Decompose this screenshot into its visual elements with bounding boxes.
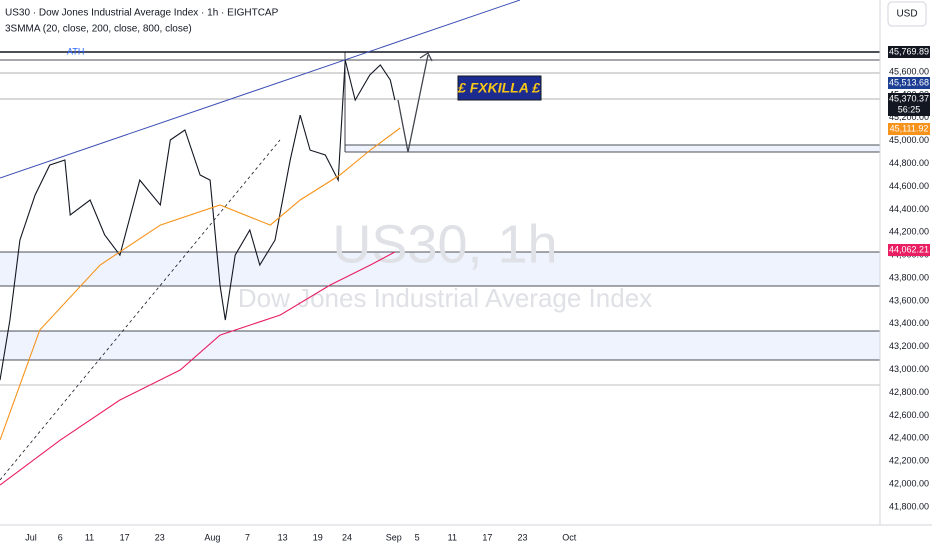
y-tick-label: 42,200.00 [889, 456, 929, 466]
x-tick-label: 23 [155, 532, 165, 542]
x-tick-label: 7 [245, 532, 250, 542]
price-tag [888, 123, 930, 135]
indicator-legend: 3SMMA (20, close, 200, close, 800, close… [5, 24, 192, 35]
y-tick-label: 45,200.00 [889, 112, 929, 122]
x-tick-label: 23 [517, 532, 527, 542]
price-tag-label: 45,513.68 [889, 77, 929, 87]
label-box [457, 75, 542, 101]
x-tick-label: Sep [386, 532, 402, 542]
annotation: ATH [67, 46, 84, 56]
zone [0, 252, 880, 286]
price-tag [888, 46, 930, 58]
y-tick-label: 42,600.00 [889, 410, 929, 420]
price-tag [888, 244, 930, 256]
x-tick-label: 24 [342, 532, 352, 542]
x-tick-label: 17 [482, 532, 492, 542]
watermark-subtitle: Dow Jones Industrial Average Index [238, 283, 652, 313]
x-tick-label: 17 [120, 532, 130, 542]
price-tag-label: 45,769.89 [889, 46, 929, 56]
x-tick-label: 19 [313, 532, 323, 542]
y-tick-label: 44,800.00 [889, 158, 929, 168]
annotation: £ FXKILLA £ [457, 80, 541, 96]
y-tick-label: 43,600.00 [889, 295, 929, 305]
currency: USD [896, 9, 917, 20]
chart-title: US30 · Dow Jones Industrial Average Inde… [5, 8, 279, 19]
projection [397, 54, 429, 153]
price-tag-label: 45,111.92 [890, 123, 929, 133]
y-tick-label: 44,400.00 [889, 204, 929, 214]
levels [0, 51, 880, 386]
x-tick-label: 13 [278, 532, 288, 542]
trendline [0, 0, 521, 179]
x-tick-label: Jul [25, 532, 37, 542]
y-tick-label: 44,600.00 [889, 181, 929, 191]
arrow-head [419, 52, 433, 62]
x-tick-label: Aug [204, 532, 220, 542]
countdown: 56:25 [898, 104, 921, 114]
price-line [0, 251, 396, 486]
x-tick-label: Oct [562, 532, 577, 542]
y-tick-label: 45,600.00 [889, 66, 929, 76]
price-tag [888, 93, 930, 116]
y-tick-label: 44,200.00 [889, 227, 929, 237]
y-tick-label: 43,200.00 [889, 341, 929, 351]
x-tick-label: 6 [58, 532, 63, 542]
y-tick-label: 42,000.00 [889, 479, 929, 489]
y-tick-label: 45,000.00 [889, 135, 929, 145]
price-tag-label: 44,062.21 [889, 244, 929, 254]
price-line [0, 127, 401, 441]
y-tick-label: 42,400.00 [889, 433, 929, 443]
price-tag [888, 77, 930, 89]
x-tick-label: 11 [448, 532, 457, 542]
currency-button[interactable] [887, 1, 927, 27]
price-line [0, 59, 396, 381]
y-tick-label: 43,400.00 [889, 318, 929, 328]
trendline [0, 139, 281, 481]
y-tick-label: 43,800.00 [889, 272, 929, 282]
zone [0, 331, 880, 360]
price-axis [880, 0, 932, 550]
zone [345, 145, 880, 152]
price-tag-label: 45,370.37 [889, 93, 929, 103]
y-tick-label: 42,800.00 [889, 387, 929, 397]
plot [0, 59, 401, 486]
watermark: US30, 1h [332, 214, 557, 274]
y-tick-label: 41,800.00 [889, 501, 929, 511]
y-tick-label: 43,000.00 [889, 364, 929, 374]
x-tick-label: 5 [415, 532, 420, 542]
x-tick-label: 11 [85, 532, 94, 542]
